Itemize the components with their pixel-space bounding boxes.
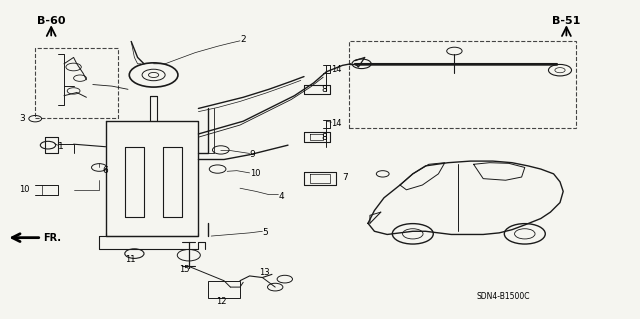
Text: 15: 15 (179, 265, 189, 274)
Text: SDN4-B1500C: SDN4-B1500C (477, 292, 531, 301)
Text: 14: 14 (332, 65, 342, 74)
Text: 2: 2 (240, 35, 246, 44)
Text: 12: 12 (216, 297, 227, 306)
Text: 7: 7 (342, 173, 348, 182)
Text: 6: 6 (102, 166, 108, 175)
Text: 8: 8 (321, 133, 327, 142)
Text: FR.: FR. (44, 233, 61, 243)
Text: B-51: B-51 (552, 16, 580, 26)
Bar (349, 41, 576, 128)
Text: 9: 9 (250, 150, 255, 159)
Text: 10: 10 (19, 185, 29, 194)
Bar (208, 281, 240, 298)
Text: 5: 5 (262, 228, 268, 237)
Text: B-60: B-60 (37, 16, 65, 26)
Text: 11: 11 (125, 256, 135, 264)
Text: 14: 14 (332, 119, 342, 128)
Text: 4: 4 (278, 192, 284, 201)
Text: 13: 13 (259, 268, 270, 277)
Text: 3: 3 (19, 114, 25, 123)
Bar (35, 48, 118, 118)
Text: 8: 8 (321, 85, 327, 94)
Text: 1: 1 (58, 142, 63, 151)
Text: 10: 10 (250, 169, 260, 178)
